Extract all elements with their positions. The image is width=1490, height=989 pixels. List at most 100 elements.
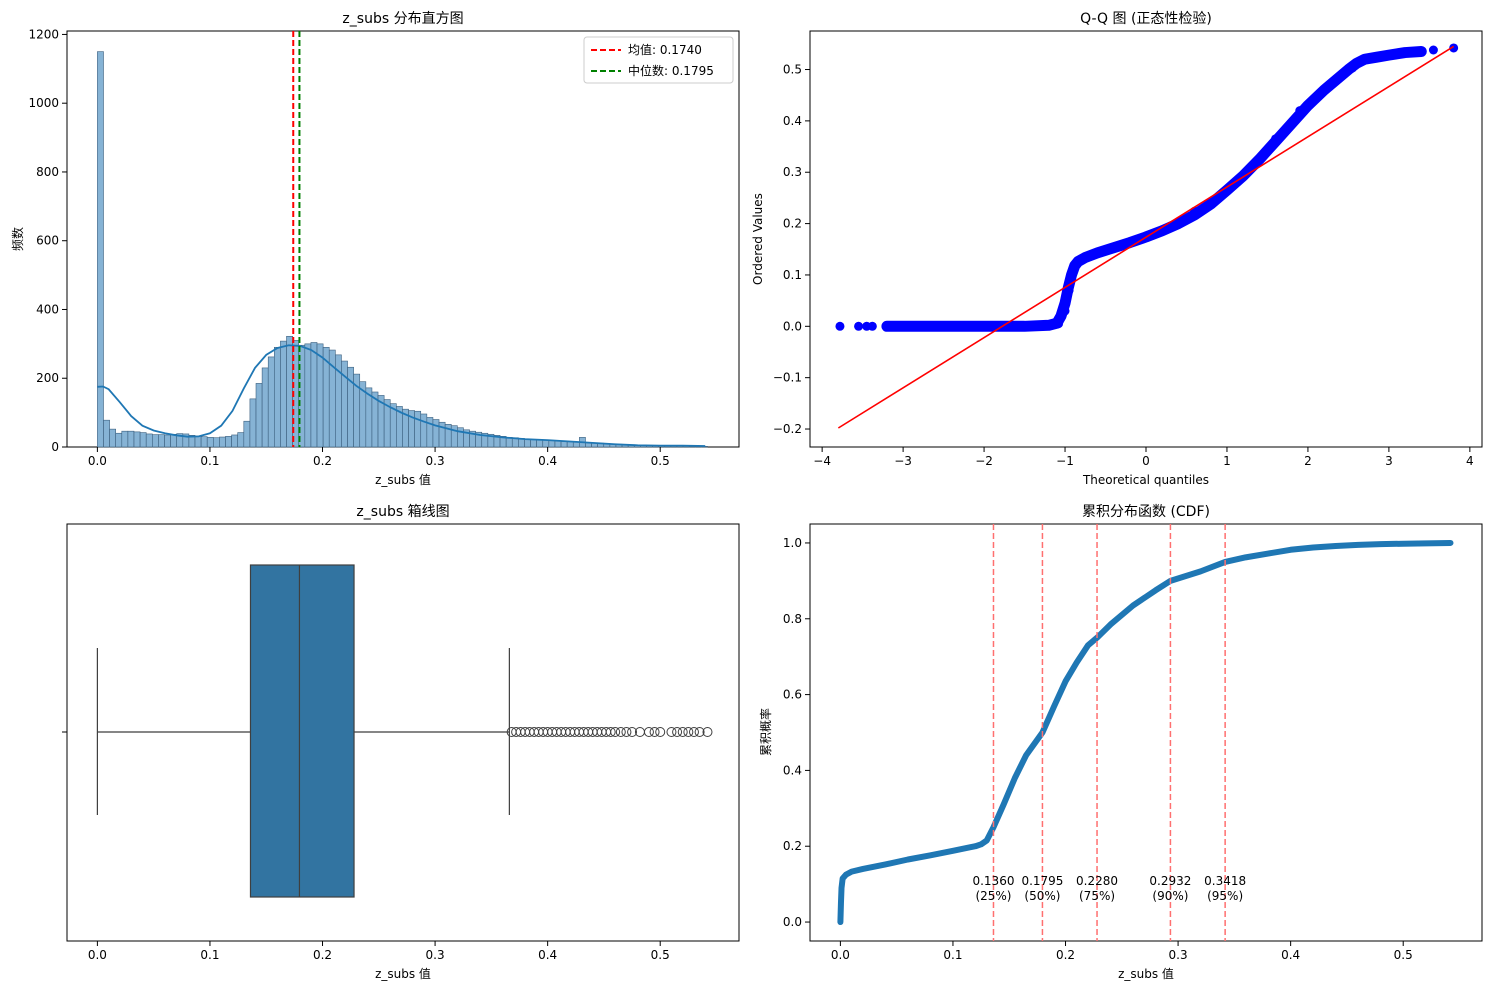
- legend-frame: [583, 36, 734, 84]
- histogram-ylabel: 频数: [10, 227, 25, 251]
- x-tick-label: 0.0: [831, 948, 850, 962]
- iqr-box: [249, 564, 355, 898]
- cdf-title: 累积分布函数 (CDF): [1082, 504, 1210, 520]
- kde-line: [97, 344, 706, 447]
- histogram-bar: [255, 383, 263, 448]
- outlier-marker: [688, 727, 699, 737]
- histogram-bar: [133, 431, 141, 448]
- outlier-marker: [672, 727, 683, 737]
- boxplot-panel: z_subs 箱线图 z_subs 值 0.0 0.1 0.2 0.3 0.4 0.5: [62, 504, 740, 981]
- qq-points: [835, 43, 1459, 331]
- y-tick-label: 0: [51, 440, 59, 454]
- qq-point: [854, 321, 864, 331]
- histogram-bar: [414, 410, 422, 448]
- x-tick-label: 2: [1304, 454, 1312, 468]
- histogram-bar: [572, 441, 580, 448]
- qq-point: [1295, 106, 1305, 116]
- cdf-axes-frame: [809, 523, 1483, 942]
- qq-x-ticks: −4 −3 −2 −1 0 1 2 3 4: [813, 447, 1474, 468]
- boxplot-title: z_subs 箱线图: [356, 504, 449, 520]
- qq-point: [835, 321, 845, 331]
- outlier-marker: [655, 727, 666, 737]
- outlier-marker: [621, 727, 632, 737]
- cdf-percentile-labels: 0.1360(25%)0.1795(50%)0.2280(75%)0.2932(…: [972, 874, 1246, 903]
- histogram-bar: [420, 413, 428, 448]
- qq-sample-band: [881, 46, 1427, 332]
- x-tick-label: 0.1: [943, 948, 962, 962]
- percentile-pct-label: (50%): [1024, 889, 1060, 903]
- histogram-bar: [280, 340, 287, 448]
- outlier-marker: [627, 727, 638, 737]
- percentile-pct-label: (95%): [1207, 889, 1243, 903]
- histogram-bar: [145, 433, 153, 448]
- histogram-legend: 均值: 0.1740 中位数: 0.1795: [583, 36, 734, 84]
- outlier-marker: [643, 727, 654, 737]
- histogram-bar: [286, 335, 293, 448]
- y-tick-label: −0.2: [773, 422, 802, 436]
- histogram-bar: [213, 437, 220, 448]
- histogram-xlabel: z_subs 值: [375, 472, 431, 487]
- qq-point: [1347, 63, 1357, 73]
- histogram-bar: [170, 433, 178, 448]
- x-tick-label: 0.4: [538, 948, 557, 962]
- qq-y-ticks: −0.2 −0.1 0.0 0.1 0.2 0.3 0.4 0.5: [773, 63, 810, 436]
- boxplot-x-ticks: 0.0 0.1 0.2 0.3 0.4 0.5: [88, 941, 670, 962]
- qq-point: [1054, 319, 1064, 329]
- histogram-bar: [432, 419, 440, 448]
- histogram-bar: [243, 420, 251, 448]
- histogram-bar: [548, 440, 556, 448]
- qq-point: [1449, 43, 1459, 53]
- histogram-bar: [530, 439, 537, 448]
- x-tick-label: 0: [1142, 454, 1150, 468]
- qq-point: [1271, 134, 1281, 144]
- y-tick-label: 0.0: [783, 319, 802, 333]
- y-tick-label: 0.2: [783, 839, 802, 853]
- qq-point: [867, 321, 877, 331]
- percentile-value-label: 0.2280: [1076, 874, 1118, 888]
- x-tick-label: 0.2: [313, 948, 332, 962]
- histogram-bar: [225, 436, 232, 448]
- percentile-pct-label: (25%): [975, 889, 1011, 903]
- x-tick-label: 0.2: [313, 454, 332, 468]
- y-tick-label: 0.4: [783, 114, 802, 128]
- x-tick-label: 0.4: [538, 454, 557, 468]
- qq-point: [1068, 267, 1078, 277]
- qq-xlabel: Theoretical quantiles: [1082, 473, 1209, 487]
- outlier-marker: [610, 727, 621, 737]
- qq-point: [1360, 54, 1370, 64]
- x-tick-label: 0.3: [426, 454, 445, 468]
- percentile-value-label: 0.1795: [1021, 874, 1063, 888]
- histogram-bar: [206, 437, 214, 448]
- x-tick-label: 0.5: [651, 948, 670, 962]
- qq-sample-curve: [881, 46, 1427, 332]
- qq-point: [1101, 245, 1111, 255]
- histogram-bar: [249, 398, 257, 448]
- x-tick-label: 0.5: [1394, 948, 1413, 962]
- histogram-bar: [219, 436, 226, 448]
- fit-line: [837, 45, 1455, 429]
- qq-point: [1246, 162, 1256, 172]
- x-tick-label: 1: [1223, 454, 1231, 468]
- qq-ylabel: Ordered Values: [751, 193, 765, 285]
- histogram-bar: [542, 439, 550, 448]
- histogram-bar: [152, 434, 159, 448]
- qq-point: [1416, 46, 1426, 56]
- x-tick-label: −3: [894, 454, 912, 468]
- x-tick-label: −2: [975, 454, 993, 468]
- y-tick-label: 0.8: [783, 612, 802, 626]
- y-tick-label: 600: [36, 234, 59, 248]
- histogram-bar: [304, 343, 312, 448]
- histogram-bar: [194, 435, 202, 448]
- histogram-bar: [103, 419, 110, 448]
- boxplot-xlabel: z_subs 值: [375, 966, 431, 981]
- qq-point: [1060, 306, 1070, 316]
- y-tick-label: 0.6: [783, 688, 802, 702]
- histogram-bar: [310, 342, 318, 448]
- y-tick-label: 400: [36, 302, 59, 316]
- percentile-value-label: 0.3418: [1204, 874, 1246, 888]
- cdf-line: [837, 539, 1454, 926]
- percentile-pct-label: (75%): [1079, 889, 1115, 903]
- legend-mean-label: 均值: 0.1740: [628, 42, 702, 57]
- histogram-bars: [97, 51, 708, 448]
